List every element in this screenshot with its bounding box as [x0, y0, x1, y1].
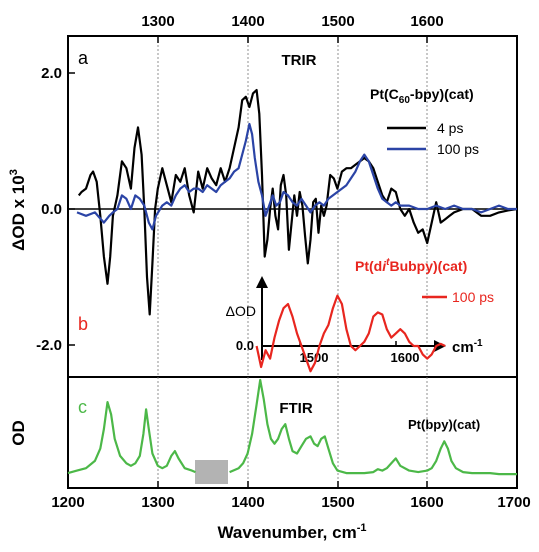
top-tick-label-1300: 1300	[141, 13, 174, 30]
x-axis-label: Wavenumber, cm-1	[218, 522, 367, 542]
top-tick-label-1400: 1400	[231, 13, 264, 30]
y-axis-label-trir: ΔOD x 103	[8, 169, 28, 251]
top-axis	[157, 36, 428, 43]
series-ftir-line	[67, 378, 517, 476]
gridlines	[157, 37, 428, 487]
ftir-title: FTIR	[279, 400, 312, 417]
compound-label-b: Pt(ditBubpy)(cat)	[355, 257, 467, 274]
y-tick-label-m2: -2.0	[36, 337, 62, 354]
panel-label-a: a	[78, 48, 89, 68]
bottom-tick-label-1700: 1700	[497, 494, 530, 511]
legend-label-red: 100 ps	[452, 289, 494, 305]
y-tick-label-2: 2.0	[41, 65, 62, 82]
bottom-tick-label-1300: 1300	[141, 494, 174, 511]
y-axis-ticks	[68, 72, 75, 346]
top-tick-label-1600: 1600	[410, 13, 443, 30]
bottom-tick-label-1600: 1600	[410, 494, 443, 511]
inset-y-tick-label: 0.0	[236, 338, 254, 353]
trir-title: TRIR	[282, 52, 317, 69]
inset-y-arrow	[256, 276, 268, 288]
ftir-plot-frame	[67, 376, 518, 489]
bottom-tick-label-1400: 1400	[231, 494, 264, 511]
y-axis-label-ftir: OD	[9, 420, 28, 446]
panel-label-c: c	[78, 397, 87, 417]
legend-label-4ps: 4 ps	[437, 120, 463, 136]
inset-x-tick-label-1600: 1600	[391, 350, 420, 365]
bottom-tick-label-1500: 1500	[321, 494, 354, 511]
legend: 4 ps 100 ps 100 ps	[387, 120, 494, 305]
legend-label-100ps: 100 ps	[437, 141, 479, 157]
compound-label-a: Pt(C60-bpy)(cat)	[370, 86, 474, 106]
inset-x-label: cm-1	[452, 338, 483, 356]
bottom-tick-label-1200: 1200	[51, 494, 84, 511]
panel-label-b: b	[78, 314, 88, 334]
series-red-100ps-line	[255, 294, 446, 373]
inset-x-arrow	[434, 340, 446, 352]
ftir-gap-rect	[195, 460, 228, 484]
inset-y-label: ΔOD	[226, 303, 256, 319]
y-tick-label-0: 0.0	[41, 201, 62, 218]
series-100ps-line	[76, 122, 517, 231]
compound-label-c: Pt(bpy)(cat)	[408, 417, 480, 432]
bottom-axis	[67, 481, 518, 488]
top-tick-label-1500: 1500	[321, 13, 354, 30]
